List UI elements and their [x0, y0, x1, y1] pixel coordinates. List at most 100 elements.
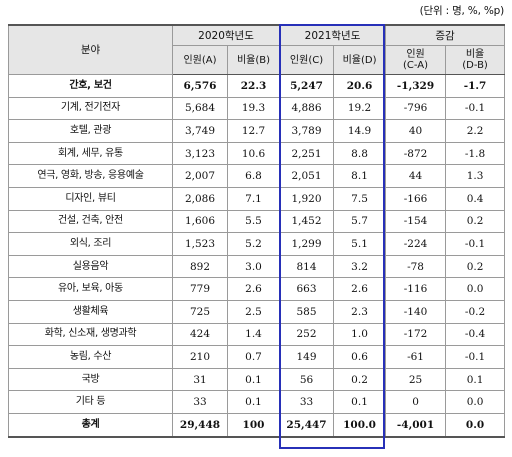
table-row: 연극, 영화, 방송, 응용예술 2,007 6.8 2,051 8.1 44 1.3 — [8, 164, 506, 188]
row-value-f: -1.8 — [445, 141, 506, 166]
row-value-e: 0 — [385, 390, 447, 414]
row-value-f: -0.1 — [445, 232, 506, 256]
row-value-d: 0.1 — [333, 390, 387, 414]
row-value-d: 2.3 — [333, 299, 387, 324]
total-row: 총계 29,448 100 25,447 100.0 -4,001 0.0 — [8, 412, 506, 438]
row-value-d: 19.2 — [333, 96, 387, 121]
row-value-e: -166 — [385, 186, 447, 211]
row-value-d: 8.8 — [333, 141, 387, 166]
header-field: 분야 — [8, 24, 173, 75]
row-value-e: -172 — [385, 322, 447, 347]
table-body: 간호, 보건 6,576 22.3 5,247 20.6 -1,329 -1.7 기계, 전기… — [8, 74, 506, 438]
row-value-e: -61 — [385, 345, 447, 369]
table-row: 농림, 수산 210 0.7 149 0.6 -61 -0.1 — [8, 345, 506, 369]
row-value-c: 149 — [279, 345, 335, 369]
row-value-f: -0.2 — [445, 299, 506, 324]
row-field: 호텔, 관광 — [8, 119, 173, 143]
row-value-c: 1,299 — [279, 232, 335, 256]
row-value-e: 40 — [385, 119, 447, 143]
row-value-f: 0.1 — [445, 367, 506, 392]
table-row: 실용음악 892 3.0 814 3.2 -78 0.2 — [8, 254, 506, 279]
row-value-c: 1,920 — [279, 186, 335, 211]
row-field: 기계, 전기전자 — [8, 96, 173, 121]
row-value-f: 0.4 — [445, 186, 506, 211]
row-value-d: 20.6 — [333, 74, 387, 98]
row-value-a: 779 — [172, 277, 228, 301]
table-row: 국방 31 0.1 56 0.2 25 0.1 — [8, 367, 506, 392]
row-value-d: 0.2 — [333, 367, 387, 392]
table-row: 생활체육 725 2.5 585 2.3 -140 -0.2 — [8, 299, 506, 324]
row-field: 회계, 세무, 유통 — [8, 141, 173, 166]
row-value-b: 6.8 — [226, 164, 281, 188]
row-field: 외식, 조리 — [8, 232, 173, 256]
row-value-b: 5.2 — [226, 232, 281, 256]
row-value-a: 892 — [172, 254, 228, 279]
row-value-b: 12.7 — [226, 119, 281, 143]
row-value-a: 2,007 — [172, 164, 228, 188]
row-value-b: 10.6 — [226, 141, 281, 166]
row-value-b: 2.5 — [226, 299, 281, 324]
header-change: 증감 — [385, 24, 506, 46]
row-value-f: -1.7 — [445, 74, 506, 98]
row-value-c: 56 — [279, 367, 335, 392]
row-field: 농림, 수산 — [8, 345, 173, 369]
row-field: 유아, 보육, 아동 — [8, 277, 173, 301]
header-persons-c: 인원(C) — [279, 45, 335, 75]
row-value-d: 0.6 — [333, 345, 387, 369]
header-ratio-d: 비율(D) — [333, 45, 387, 75]
row-value-b: 1.4 — [226, 322, 281, 347]
row-value-b: 22.3 — [226, 74, 281, 98]
row-value-e: 25 — [385, 367, 447, 392]
table-row: 디자인, 뷰티 2,086 7.1 1,920 7.5 -166 0.4 — [8, 186, 506, 211]
row-value-c: 814 — [279, 254, 335, 279]
row-value-e: -4,001 — [385, 412, 447, 438]
row-value-c: 1,452 — [279, 209, 335, 234]
row-value-a: 31 — [172, 367, 228, 392]
row-value-c: 4,886 — [279, 96, 335, 121]
header-diff-persons: 인원 (C-A) — [385, 45, 447, 75]
row-value-c: 663 — [279, 277, 335, 301]
row-value-d: 7.5 — [333, 186, 387, 211]
row-value-f: 0.2 — [445, 254, 506, 279]
row-value-a: 1,523 — [172, 232, 228, 256]
table-row: 간호, 보건 6,576 22.3 5,247 20.6 -1,329 -1.7 — [8, 74, 506, 98]
header-diff-ratio: 비율 (D-B) — [445, 45, 506, 75]
row-value-e: -78 — [385, 254, 447, 279]
row-value-a: 3,749 — [172, 119, 228, 143]
row-value-b: 0.1 — [226, 390, 281, 414]
table-row: 화학, 신소재, 생명과학 424 1.4 252 1.0 -172 -0.4 — [8, 322, 506, 347]
row-value-a: 3,123 — [172, 141, 228, 166]
row-value-d: 5.1 — [333, 232, 387, 256]
header-2021: 2021학년도 — [279, 24, 387, 46]
row-value-b: 0.1 — [226, 367, 281, 392]
row-value-b: 2.6 — [226, 277, 281, 301]
table-row: 회계, 세무, 유통 3,123 10.6 2,251 8.8 -872 -1.8 — [8, 141, 506, 166]
row-field: 국방 — [8, 367, 173, 392]
row-value-e: -224 — [385, 232, 447, 256]
row-value-f: 0.0 — [445, 390, 506, 414]
row-field: 연극, 영화, 방송, 응용예술 — [8, 164, 173, 188]
row-value-d: 14.9 — [333, 119, 387, 143]
row-field: 기타 등 — [8, 390, 173, 414]
row-value-c: 25,447 — [279, 412, 335, 438]
row-field: 디자인, 뷰티 — [8, 186, 173, 211]
row-value-b: 19.3 — [226, 96, 281, 121]
row-value-b: 100 — [226, 412, 281, 438]
row-value-d: 2.6 — [333, 277, 387, 301]
unit-note: (단위 : 명, %, %p) — [419, 5, 505, 17]
row-value-a: 5,684 — [172, 96, 228, 121]
table-row: 기타 등 33 0.1 33 0.1 0 0.0 — [8, 390, 506, 414]
admissions-table: 분야 2020학년도 2021학년도 증감 인원(A) 비율(B) 인원(C) … — [8, 24, 506, 438]
row-field: 총계 — [8, 412, 173, 438]
row-value-f: 0.0 — [445, 412, 506, 438]
row-value-a: 424 — [172, 322, 228, 347]
row-value-f: 0.2 — [445, 209, 506, 234]
row-value-a: 210 — [172, 345, 228, 369]
row-value-e: -796 — [385, 96, 447, 121]
header-ratio-b: 비율(B) — [226, 45, 281, 75]
row-value-d: 100.0 — [333, 412, 387, 438]
row-value-c: 2,251 — [279, 141, 335, 166]
table-row: 건설, 건축, 안전 1,606 5.5 1,452 5.7 -154 0.2 — [8, 209, 506, 234]
row-value-e: -872 — [385, 141, 447, 166]
row-value-f: -0.1 — [445, 96, 506, 121]
